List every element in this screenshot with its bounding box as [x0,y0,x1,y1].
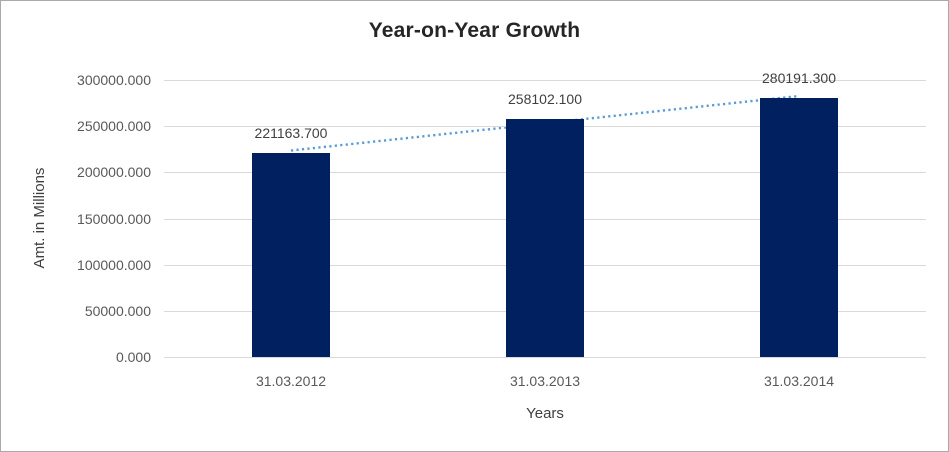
data-label: 221163.700 [254,124,328,141]
bar-31.03.2014[interactable] [760,98,838,357]
y-tick-label: 150000.000 [77,211,151,227]
y-tick-label: 0.000 [115,349,151,365]
y-tick-label: 300000.000 [77,72,151,88]
gridline [164,357,926,358]
bar-31.03.2013[interactable] [506,118,584,357]
x-tick-label: 31.03.2012 [255,373,327,389]
data-label: 280191.300 [762,70,836,87]
bar-31.03.2012[interactable] [252,152,330,357]
y-tick-label: 250000.000 [77,118,151,134]
gridline [164,80,926,81]
y-tick-label: 50000.000 [84,303,151,319]
data-label: 258102.100 [508,90,582,107]
y-tick-label: 100000.000 [77,257,151,273]
x-axis-title: Years [526,405,564,422]
x-tick-label: 31.03.2014 [763,373,835,389]
chart-title: Year-on-Year Growth [368,19,581,42]
x-tick-label: 31.03.2013 [509,373,581,389]
y-tick-label: 200000.000 [77,164,151,180]
